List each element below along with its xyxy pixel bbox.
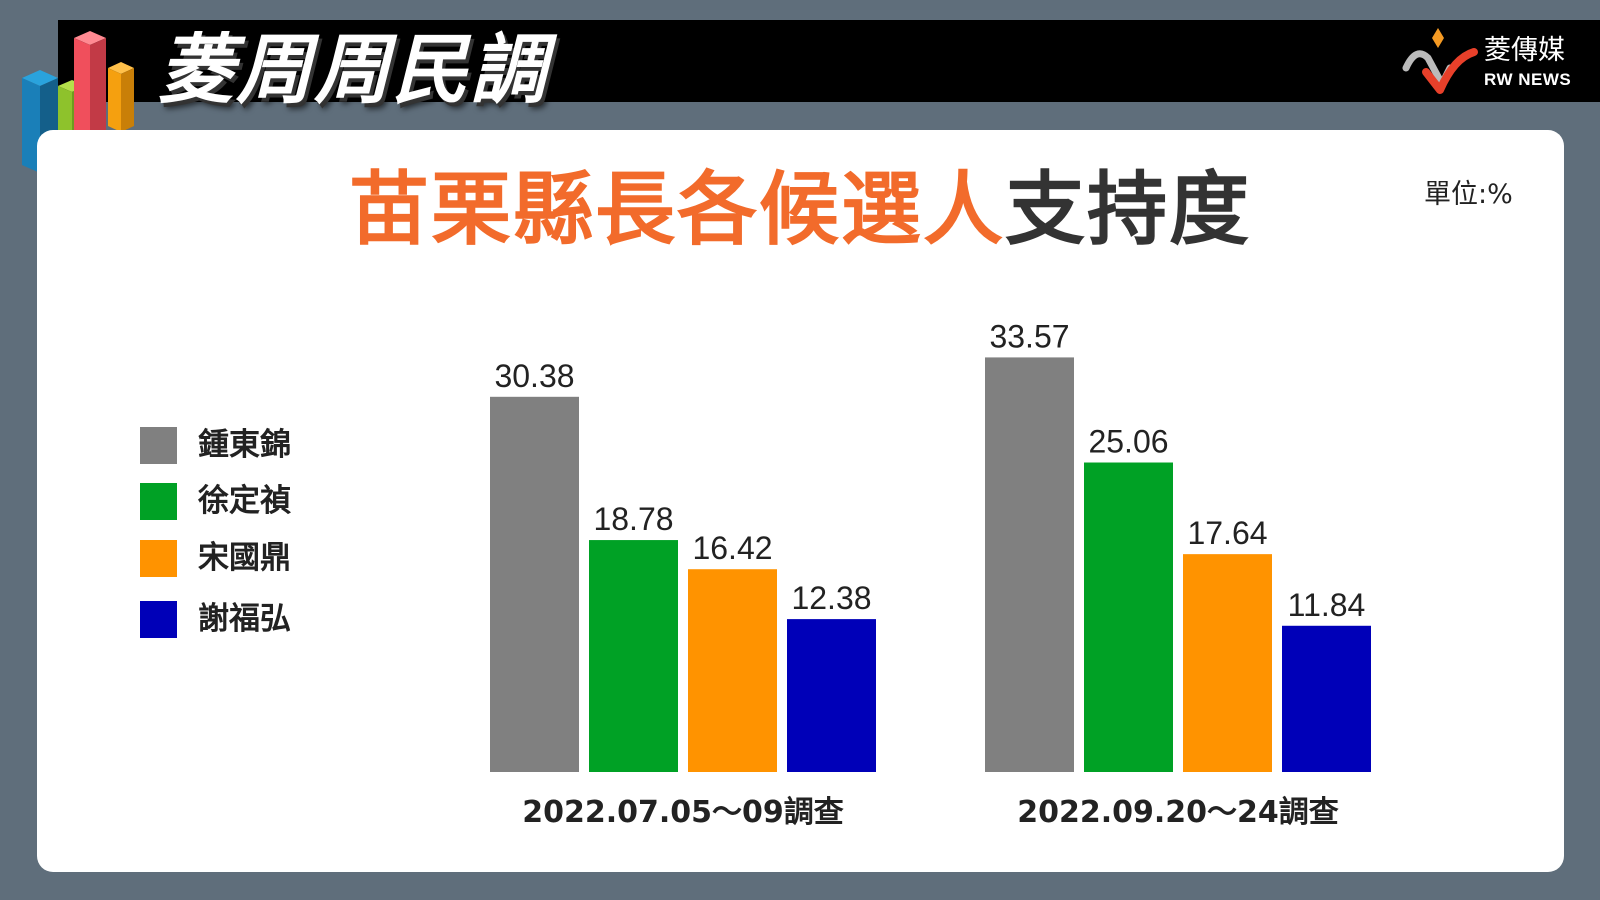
header-title: 菱周周民調: [158, 25, 548, 114]
bar-value-label: 12.38: [791, 580, 871, 616]
bar: [787, 619, 876, 772]
header-bar: [58, 20, 1600, 102]
group-label: 2022.07.05～09調查: [522, 795, 844, 830]
bar: [985, 357, 1074, 772]
legend-label: 宋國鼎: [198, 540, 291, 576]
bar-value-label: 18.78: [593, 501, 673, 537]
bar: [1084, 462, 1173, 772]
bar: [1282, 625, 1371, 772]
bar-value-label: 30.38: [494, 358, 574, 394]
chart-title-highlight: 苗栗縣長各候選人: [349, 163, 1005, 256]
brand-subtitle: RW NEWS: [1484, 70, 1572, 89]
group-label: 2022.09.20～24調查: [1017, 795, 1339, 830]
bar: [688, 569, 777, 772]
chart-title: 苗栗縣長各候選人支持度: [0, 160, 1600, 260]
chart-title-rest: 支持度: [1005, 163, 1251, 256]
legend-label: 謝福弘: [198, 601, 291, 637]
bar-value-label: 11.84: [1288, 587, 1366, 623]
legend-swatch: [140, 540, 177, 577]
bar-value-label: 25.06: [1088, 424, 1168, 460]
bar: [1183, 554, 1272, 772]
brand-name: 菱傳媒: [1484, 35, 1565, 66]
legend-label: 徐定禎: [198, 483, 291, 519]
legend-label: 鍾東錦: [198, 427, 291, 463]
legend-swatch: [140, 427, 177, 464]
bar-value-label: 17.64: [1187, 515, 1267, 551]
bar-value-label: 16.42: [692, 530, 772, 566]
bar-value-label: 33.57: [989, 318, 1069, 354]
unit-label: 單位:%: [1424, 179, 1513, 210]
legend-swatch: [140, 601, 177, 638]
bar: [589, 540, 678, 772]
legend-swatch: [140, 483, 177, 520]
bar: [490, 396, 579, 772]
brand-logo-icon: [1402, 28, 1478, 94]
